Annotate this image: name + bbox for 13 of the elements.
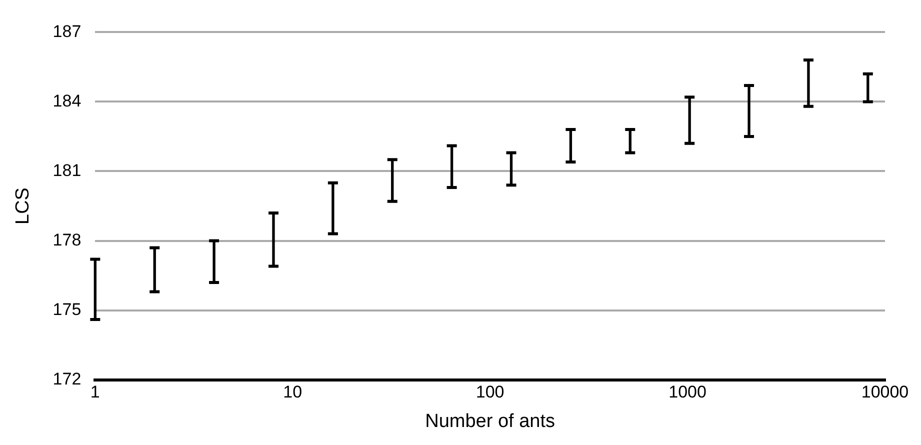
y-tick-label: 187 xyxy=(52,22,82,41)
x-tick-label: 10000 xyxy=(861,382,909,402)
x-tick-label: 100 xyxy=(476,382,504,402)
x-tick-label: 1 xyxy=(90,382,100,402)
y-tick-label: 181 xyxy=(52,160,82,180)
y-axis-title: LCS xyxy=(12,188,34,224)
x-tick-label: 10 xyxy=(283,382,302,402)
y-tick-label: 184 xyxy=(52,91,82,110)
y-tick-label: 178 xyxy=(52,230,82,250)
x-axis-title: Number of ants xyxy=(425,410,556,432)
y-tick-label: 172 xyxy=(52,369,82,388)
y-tick-label: 175 xyxy=(52,300,82,319)
x-tick-label: 1000 xyxy=(668,382,706,402)
